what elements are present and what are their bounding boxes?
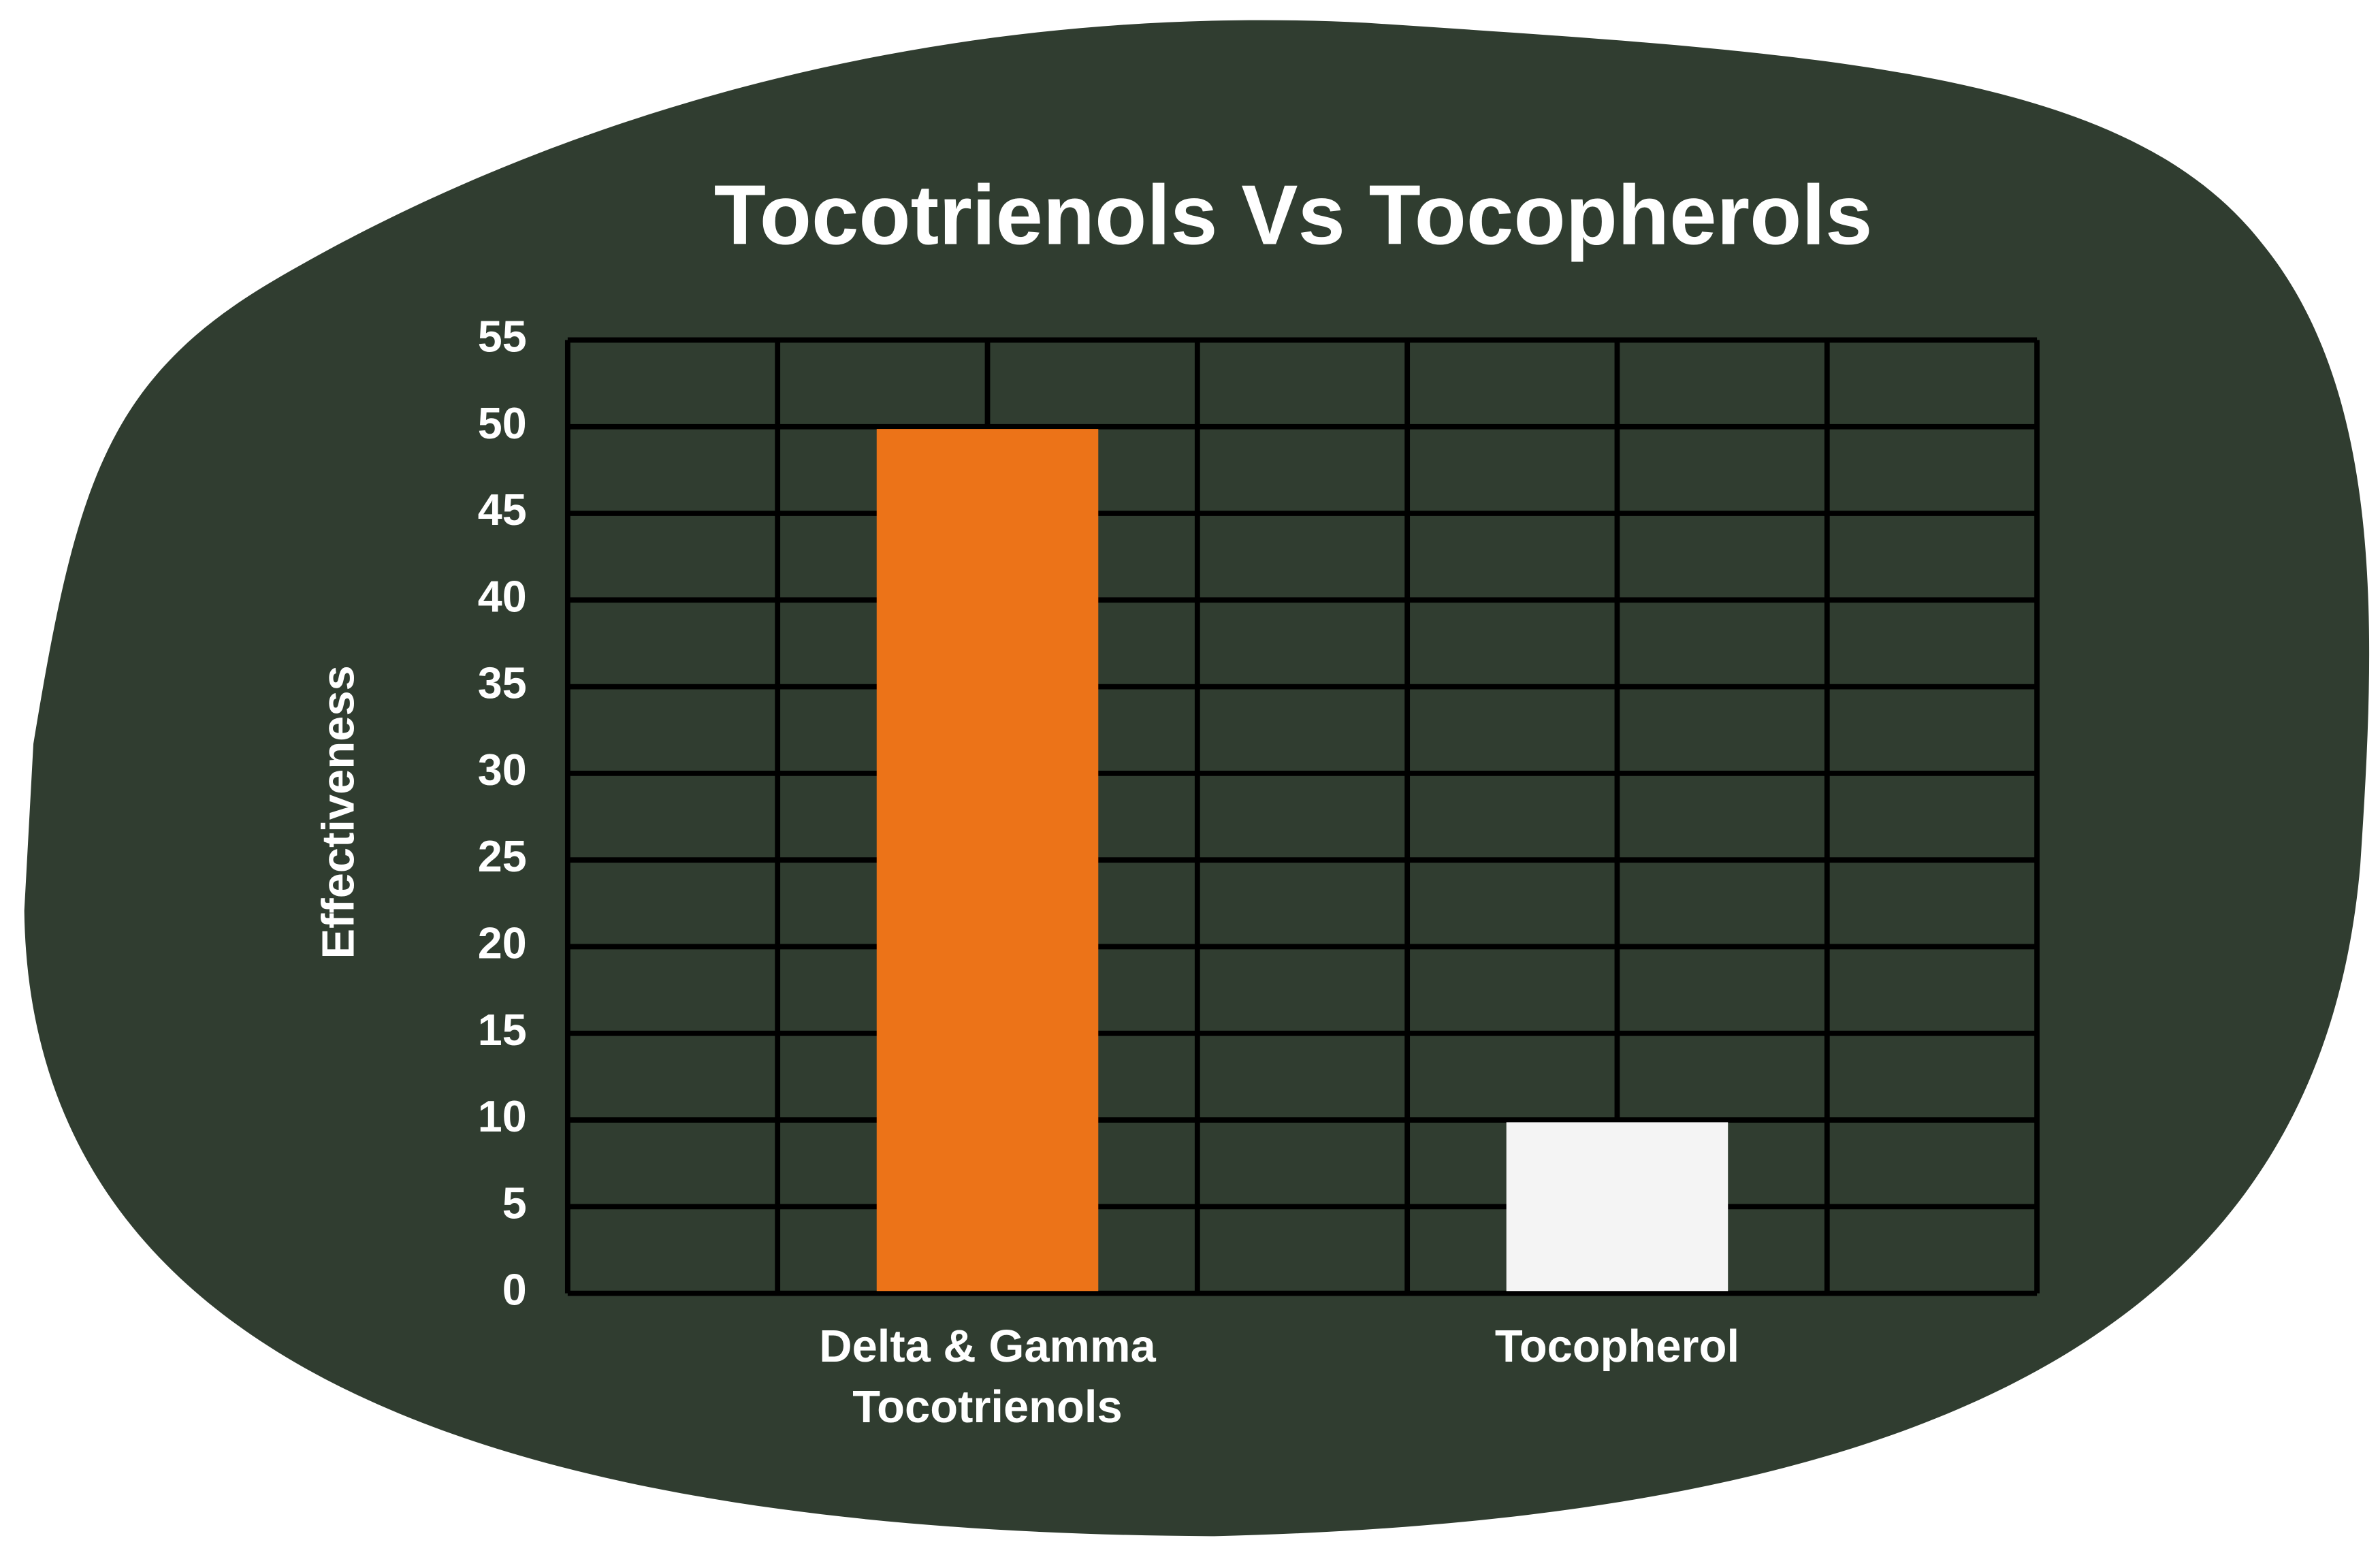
y-tick-label: 35 [478, 658, 527, 708]
y-tick-label: 5 [502, 1178, 527, 1228]
y-tick-label: 50 [478, 398, 527, 448]
y-tick-label: 30 [478, 745, 527, 795]
x-tick-label: Tocopherol [1494, 1321, 1740, 1373]
y-axis-label: Effectiveness [312, 665, 364, 959]
x-tick-label: Delta & Gamma Tocotrienols [819, 1321, 1156, 1433]
y-tick-label: 20 [478, 918, 527, 968]
labels: 0 5 10 15 20 25 30 35 40 45 50 55 Delta & Gamma Toco… [478, 312, 1740, 1433]
grid [564, 337, 2040, 1296]
x-tick-label-box: Tocopherol [1494, 1321, 1740, 1373]
x-tick-label-box: Delta & Gamma Tocotrienols [819, 1321, 1156, 1433]
y-tick-label: 25 [478, 831, 527, 881]
y-tick-label: 10 [478, 1091, 527, 1141]
bars [876, 429, 1728, 1292]
y-tick-label: 55 [478, 312, 527, 362]
y-tick-label: 40 [478, 571, 527, 621]
bar [876, 429, 1099, 1292]
y-tick-label: 45 [478, 485, 527, 534]
y-tick-label: 0 [502, 1265, 527, 1315]
chart-title: Tocotrienols Vs Tocopherols [714, 168, 1873, 263]
bar [1506, 1122, 1728, 1292]
y-tick-label: 15 [478, 1005, 527, 1055]
